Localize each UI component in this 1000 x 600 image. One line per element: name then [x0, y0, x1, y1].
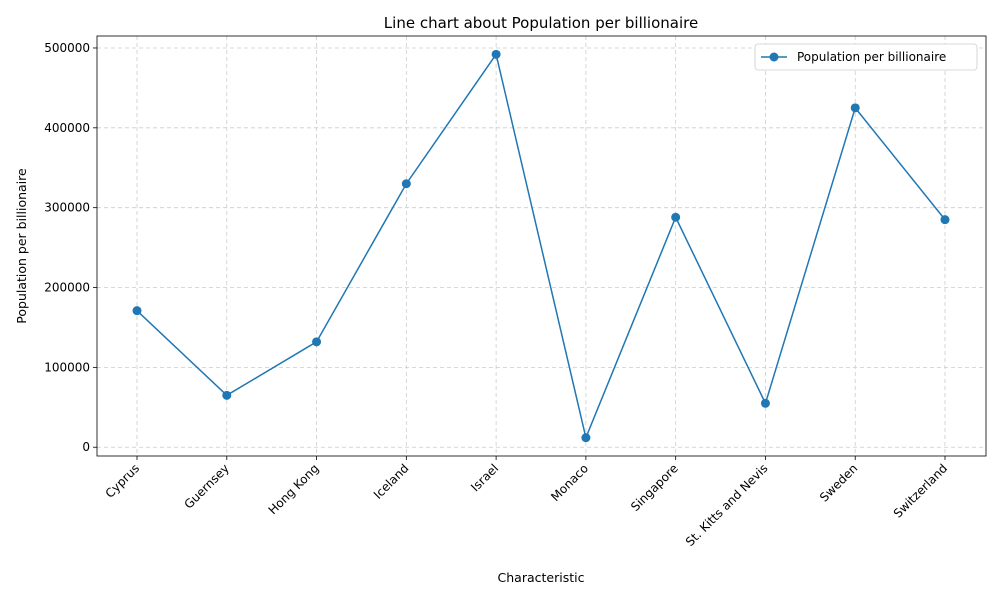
- y-tick-label: 100000: [44, 360, 90, 374]
- legend-marker-swatch: [769, 52, 779, 62]
- data-point: [760, 398, 770, 408]
- y-tick-label: 400000: [44, 121, 90, 135]
- data-point: [132, 306, 142, 316]
- plot-frame: [96, 35, 987, 457]
- data-point: [940, 215, 950, 225]
- y-tick-label: 200000: [44, 281, 90, 295]
- data-point: [581, 433, 591, 443]
- x-tick-label: Singapore: [628, 461, 681, 514]
- y-axis-label: Population per billionaire: [14, 168, 29, 324]
- x-tick-label: St. Kitts and Nevis: [683, 461, 771, 549]
- x-tick-label: Guernsey: [181, 461, 231, 511]
- data-point: [222, 390, 232, 400]
- y-tick-label: 300000: [44, 201, 90, 215]
- x-tick-label: Monaco: [548, 461, 591, 504]
- y-tick-label: 0: [82, 440, 90, 454]
- legend-label: Population per billionaire: [797, 50, 946, 64]
- x-tick-label: Sweden: [817, 461, 860, 504]
- x-tick-label: Switzerland: [891, 461, 950, 520]
- x-tick-label: Hong Kong: [266, 461, 322, 517]
- x-tick-label: Iceland: [371, 461, 412, 502]
- data-point: [491, 49, 501, 59]
- x-tick-label: Israel: [468, 461, 501, 494]
- y-tick-label: 500000: [44, 41, 90, 55]
- ticks-layer: Cyprus Guernsey Hong Kong Iceland Israel Mona…: [44, 41, 950, 549]
- data-point: [671, 212, 681, 222]
- series-line: [136, 52, 946, 441]
- data-point: [401, 179, 411, 189]
- x-tick-label: Cyprus: [103, 461, 143, 501]
- data-point: [312, 337, 322, 347]
- chart-title: Line chart about Population per billiona…: [384, 14, 698, 32]
- series-layer: [132, 49, 950, 443]
- data-point: [850, 103, 860, 113]
- x-axis-label: Characteristic: [498, 570, 585, 585]
- grid-layer: [97, 36, 986, 456]
- legend-box: [754, 43, 978, 71]
- legend: Population per billionaire: [754, 43, 978, 71]
